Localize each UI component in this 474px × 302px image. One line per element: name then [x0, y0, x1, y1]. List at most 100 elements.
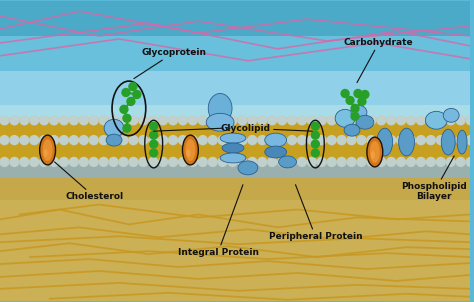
- Polygon shape: [0, 71, 470, 105]
- Circle shape: [228, 116, 237, 125]
- Circle shape: [188, 157, 197, 166]
- Circle shape: [337, 157, 346, 166]
- Polygon shape: [0, 118, 470, 178]
- Ellipse shape: [220, 133, 246, 143]
- Circle shape: [129, 82, 137, 91]
- Circle shape: [354, 89, 362, 98]
- Circle shape: [149, 136, 158, 145]
- Circle shape: [351, 112, 359, 120]
- Circle shape: [387, 116, 396, 125]
- Ellipse shape: [43, 139, 53, 161]
- Ellipse shape: [356, 115, 374, 129]
- Circle shape: [397, 157, 406, 166]
- Circle shape: [346, 96, 354, 104]
- Circle shape: [347, 157, 356, 166]
- Ellipse shape: [344, 124, 360, 136]
- Circle shape: [30, 157, 39, 166]
- Ellipse shape: [44, 149, 47, 157]
- Circle shape: [298, 136, 306, 145]
- Circle shape: [258, 157, 267, 166]
- Ellipse shape: [182, 135, 198, 165]
- Circle shape: [109, 157, 118, 166]
- Circle shape: [159, 157, 168, 166]
- Circle shape: [268, 116, 277, 125]
- Circle shape: [397, 136, 406, 145]
- Circle shape: [341, 89, 349, 98]
- Circle shape: [89, 116, 98, 125]
- Circle shape: [60, 157, 68, 166]
- Ellipse shape: [351, 105, 367, 119]
- Circle shape: [397, 116, 406, 125]
- Circle shape: [0, 116, 9, 125]
- Circle shape: [119, 116, 128, 125]
- Circle shape: [20, 116, 29, 125]
- Circle shape: [218, 116, 227, 125]
- Circle shape: [50, 157, 58, 166]
- Circle shape: [248, 157, 257, 166]
- Circle shape: [139, 116, 148, 125]
- Ellipse shape: [443, 108, 459, 122]
- Circle shape: [248, 116, 257, 125]
- Circle shape: [159, 116, 168, 125]
- Circle shape: [456, 157, 465, 166]
- Circle shape: [327, 157, 336, 166]
- Ellipse shape: [185, 139, 195, 161]
- Circle shape: [149, 116, 158, 125]
- Circle shape: [337, 116, 346, 125]
- Circle shape: [129, 136, 138, 145]
- Ellipse shape: [40, 135, 55, 165]
- Circle shape: [129, 157, 138, 166]
- Circle shape: [198, 136, 207, 145]
- Circle shape: [133, 91, 141, 98]
- Polygon shape: [0, 1, 470, 36]
- Circle shape: [150, 122, 158, 130]
- Circle shape: [40, 157, 49, 166]
- Circle shape: [347, 116, 356, 125]
- Ellipse shape: [265, 146, 287, 158]
- Circle shape: [317, 136, 326, 145]
- Circle shape: [179, 116, 187, 125]
- Text: Phospholipid
Bilayer: Phospholipid Bilayer: [401, 156, 467, 201]
- Circle shape: [10, 116, 19, 125]
- Circle shape: [123, 124, 131, 132]
- Circle shape: [109, 116, 118, 125]
- Circle shape: [311, 122, 319, 130]
- Circle shape: [436, 157, 445, 166]
- Circle shape: [377, 116, 386, 125]
- Circle shape: [446, 136, 455, 145]
- Circle shape: [60, 136, 68, 145]
- Circle shape: [198, 116, 207, 125]
- Circle shape: [351, 104, 359, 112]
- Circle shape: [79, 136, 88, 145]
- Circle shape: [99, 136, 108, 145]
- Circle shape: [218, 157, 227, 166]
- Circle shape: [119, 136, 128, 145]
- Circle shape: [40, 136, 49, 145]
- Polygon shape: [0, 36, 470, 71]
- Text: Peripheral Protein: Peripheral Protein: [269, 185, 362, 241]
- Ellipse shape: [186, 149, 191, 157]
- Polygon shape: [0, 120, 470, 140]
- Circle shape: [120, 105, 128, 113]
- Circle shape: [20, 136, 29, 145]
- Circle shape: [377, 136, 386, 145]
- Circle shape: [149, 157, 158, 166]
- Polygon shape: [0, 105, 470, 140]
- Circle shape: [79, 157, 88, 166]
- Circle shape: [50, 136, 58, 145]
- Circle shape: [30, 136, 39, 145]
- Circle shape: [218, 136, 227, 145]
- Circle shape: [466, 136, 474, 145]
- Circle shape: [417, 157, 425, 166]
- Circle shape: [288, 157, 297, 166]
- Circle shape: [89, 157, 98, 166]
- Circle shape: [0, 157, 9, 166]
- Text: Glycolipid: Glycolipid: [221, 124, 312, 133]
- Text: Glycoprotein: Glycoprotein: [134, 48, 206, 79]
- Circle shape: [308, 136, 316, 145]
- Polygon shape: [0, 178, 470, 301]
- Circle shape: [298, 116, 306, 125]
- Circle shape: [367, 157, 376, 166]
- Circle shape: [10, 157, 19, 166]
- Circle shape: [337, 136, 346, 145]
